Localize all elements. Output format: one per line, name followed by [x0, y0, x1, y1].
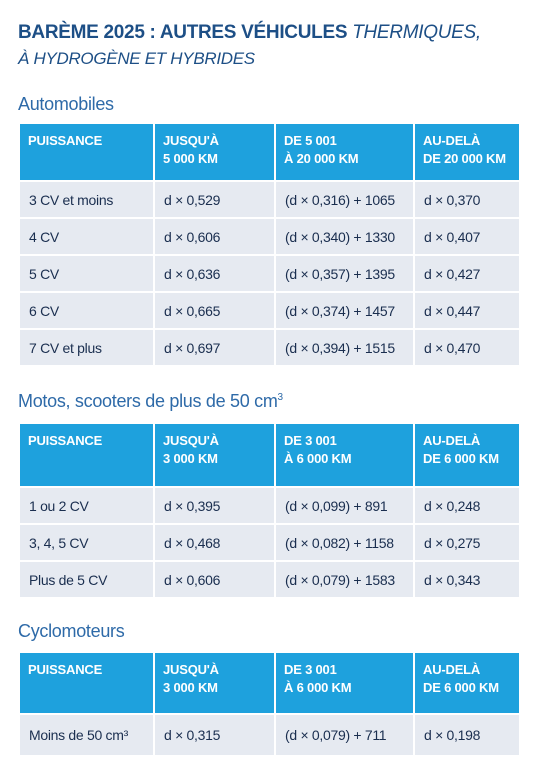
header-cell: PUISSANCE — [20, 653, 153, 713]
table-row: 6 CV d × 0,665 (d × 0,374) + 1457 d × 0,… — [20, 291, 519, 328]
table-cell: d × 0,427 — [415, 254, 519, 291]
table-row: Moins de 50 cm³ d × 0,315 (d × 0,079) + … — [20, 713, 519, 755]
page-title: BARÈME 2025 : AUTRES VÉHICULES THERMIQUE… — [18, 20, 481, 72]
table-row: 1 ou 2 CV d × 0,395 (d × 0,099) + 891 d … — [20, 486, 519, 523]
table-row: 7 CV et plus d × 0,697 (d × 0,394) + 151… — [20, 328, 519, 365]
table-cell: d × 0,470 — [415, 328, 519, 365]
table-cell: d × 0,395 — [155, 486, 274, 523]
title-line2: À HYDROGÈNE ET HYBRIDES — [18, 49, 255, 68]
table-row: 3, 4, 5 CV d × 0,468 (d × 0,082) + 1158 … — [20, 523, 519, 560]
table-cell: d × 0,343 — [415, 560, 519, 597]
table-cell: d × 0,447 — [415, 291, 519, 328]
table-cell: (d × 0,340) + 1330 — [276, 217, 413, 254]
table-cell: d × 0,248 — [415, 486, 519, 523]
table-cell: d × 0,198 — [415, 713, 519, 755]
table-row: Plus de 5 CV d × 0,606 (d × 0,079) + 158… — [20, 560, 519, 597]
section-title-text: Cyclomoteurs — [18, 621, 125, 641]
table-cell: (d × 0,374) + 1457 — [276, 291, 413, 328]
table-cell: 3, 4, 5 CV — [20, 523, 153, 560]
table-cell: d × 0,468 — [155, 523, 274, 560]
header-cell: JUSQU'À 3 000 KM — [155, 424, 274, 486]
table-header-row: PUISSANCE JUSQU'À 5 000 KM DE 5 001 À 20… — [20, 124, 519, 180]
table-row: 4 CV d × 0,606 (d × 0,340) + 1330 d × 0,… — [20, 217, 519, 254]
table-cell: d × 0,697 — [155, 328, 274, 365]
table-row: 3 CV et moins d × 0,529 (d × 0,316) + 10… — [20, 180, 519, 217]
header-cell: DE 5 001 À 20 000 KM — [276, 124, 413, 180]
table-header-row: PUISSANCE JUSQU'À 3 000 KM DE 3 001 À 6 … — [20, 424, 519, 486]
header-cell: AU-DELÀ DE 6 000 KM — [415, 424, 519, 486]
table-cell: d × 0,665 — [155, 291, 274, 328]
table-cell: 5 CV — [20, 254, 153, 291]
table-cell: Moins de 50 cm³ — [20, 713, 153, 755]
table-cell: d × 0,315 — [155, 713, 274, 755]
header-cell: DE 3 001 À 6 000 KM — [276, 653, 413, 713]
table-cell: (d × 0,079) + 711 — [276, 713, 413, 755]
table-header-row: PUISSANCE JUSQU'À 3 000 KM DE 3 001 À 6 … — [20, 653, 519, 713]
table-cell: Plus de 5 CV — [20, 560, 153, 597]
header-cell: PUISSANCE — [20, 424, 153, 486]
table-cell: 7 CV et plus — [20, 328, 153, 365]
table-motos: PUISSANCE JUSQU'À 3 000 KM DE 3 001 À 6 … — [18, 424, 521, 597]
table-cell: d × 0,606 — [155, 217, 274, 254]
header-cell: DE 3 001 À 6 000 KM — [276, 424, 413, 486]
header-cell: JUSQU'À 5 000 KM — [155, 124, 274, 180]
table-cell: (d × 0,082) + 1158 — [276, 523, 413, 560]
section-title-motos: Motos, scooters de plus de 50 cm3 — [18, 391, 283, 412]
table-row: 5 CV d × 0,636 (d × 0,357) + 1395 d × 0,… — [20, 254, 519, 291]
table-cell: 1 ou 2 CV — [20, 486, 153, 523]
header-cell: JUSQU'À 3 000 KM — [155, 653, 274, 713]
table-cell: 4 CV — [20, 217, 153, 254]
header-cell: AU-DELÀ DE 6 000 KM — [415, 653, 519, 713]
section-title-text: Automobiles — [18, 94, 114, 114]
table-cell: (d × 0,357) + 1395 — [276, 254, 413, 291]
table-automobiles: PUISSANCE JUSQU'À 5 000 KM DE 5 001 À 20… — [18, 124, 521, 365]
table-cell: d × 0,407 — [415, 217, 519, 254]
table-cell: (d × 0,079) + 1583 — [276, 560, 413, 597]
header-cell: AU-DELÀ DE 20 000 KM — [415, 124, 519, 180]
section-title-automobiles: Automobiles — [18, 94, 114, 115]
table-cyclomoteurs: PUISSANCE JUSQU'À 3 000 KM DE 3 001 À 6 … — [18, 653, 521, 755]
table-cell: d × 0,529 — [155, 180, 274, 217]
section-title-cyclomoteurs: Cyclomoteurs — [18, 621, 125, 642]
title-bold: BARÈME 2025 : AUTRES VÉHICULES — [18, 22, 348, 43]
title-italic: THERMIQUES, — [352, 22, 481, 43]
table-cell: d × 0,275 — [415, 523, 519, 560]
header-cell: PUISSANCE — [20, 124, 153, 180]
table-cell: (d × 0,099) + 891 — [276, 486, 413, 523]
table-cell: (d × 0,394) + 1515 — [276, 328, 413, 365]
table-cell: d × 0,636 — [155, 254, 274, 291]
table-cell: d × 0,606 — [155, 560, 274, 597]
section-title-text: Motos, scooters de plus de 50 cm — [18, 391, 278, 411]
table-cell: (d × 0,316) + 1065 — [276, 180, 413, 217]
table-cell: 3 CV et moins — [20, 180, 153, 217]
table-cell: 6 CV — [20, 291, 153, 328]
table-cell: d × 0,370 — [415, 180, 519, 217]
section-title-sup: 3 — [277, 392, 284, 403]
